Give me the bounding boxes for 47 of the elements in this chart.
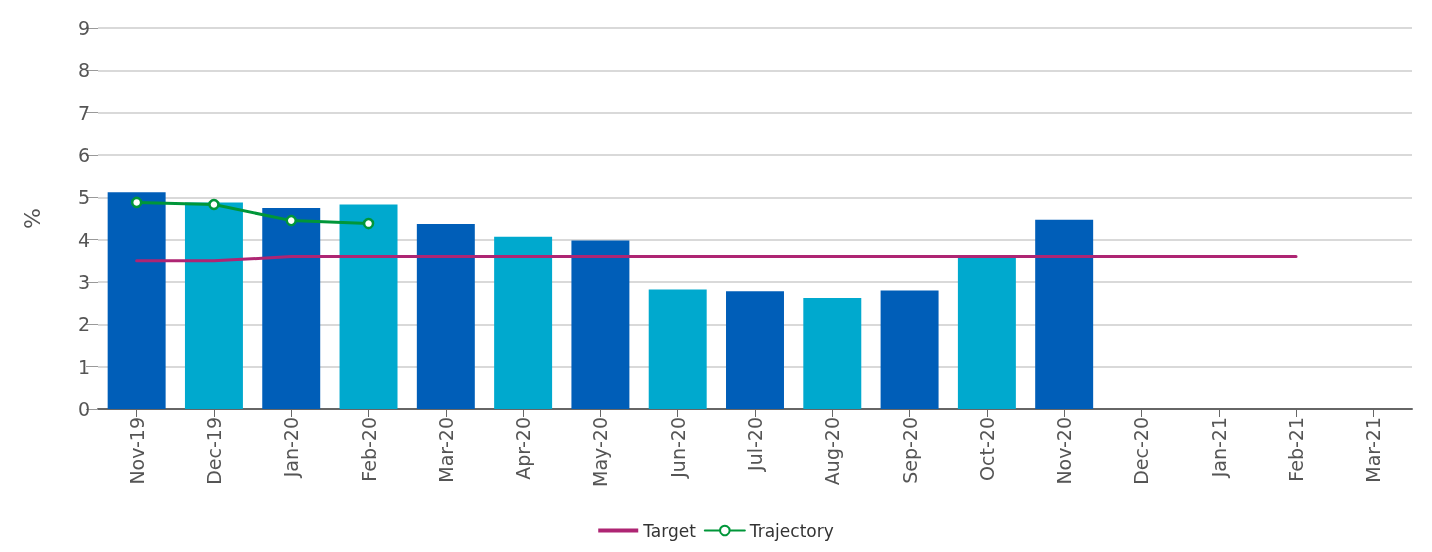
y-tick-label: 7 bbox=[77, 101, 90, 124]
bar bbox=[262, 207, 321, 409]
x-tick-label: Feb-21 bbox=[1285, 417, 1308, 482]
y-tick-label: 6 bbox=[77, 144, 90, 166]
bar bbox=[107, 192, 166, 409]
bar bbox=[726, 291, 784, 409]
x-tick-label: Mar-21 bbox=[1362, 417, 1385, 483]
x-tick-label: Nov-19 bbox=[125, 417, 148, 485]
point bbox=[130, 196, 143, 209]
point bbox=[208, 198, 220, 211]
point bbox=[362, 217, 375, 230]
y-tick-label: 5 bbox=[77, 186, 90, 209]
bar bbox=[416, 224, 475, 409]
x-tick-label: Oct-20 bbox=[975, 417, 998, 481]
x-tick-label: Dec-19 bbox=[202, 417, 225, 485]
y-tick-label: 3 bbox=[77, 271, 90, 293]
bar bbox=[339, 204, 398, 409]
bar bbox=[880, 290, 939, 409]
y-tick-label: 1 bbox=[77, 355, 90, 378]
y-tick-label: 0 bbox=[77, 398, 90, 420]
bar bbox=[494, 236, 553, 409]
bar bbox=[571, 240, 630, 409]
x-tick-label: Sep-20 bbox=[898, 417, 921, 484]
bar bbox=[957, 256, 1016, 409]
y-tick-label: 4 bbox=[77, 228, 90, 251]
x-tick-label: Aug-20 bbox=[821, 417, 844, 486]
x-tick-label: Jan-21 bbox=[1207, 417, 1230, 479]
bar bbox=[648, 289, 707, 409]
legend-label: Target bbox=[642, 520, 697, 541]
y-tick-label: 9 bbox=[77, 17, 90, 39]
x-tick-label: Jun-20 bbox=[666, 417, 689, 479]
y-tick-label: 8 bbox=[77, 59, 90, 82]
x-tick-label: Mar-20 bbox=[434, 417, 457, 483]
bar bbox=[184, 202, 243, 409]
bar bbox=[1035, 219, 1094, 409]
point bbox=[285, 214, 297, 227]
x-tick-label: Jan-20 bbox=[280, 417, 303, 479]
x-tick-label: Dec-20 bbox=[1130, 417, 1153, 485]
x-tick-label: Apr-20 bbox=[512, 417, 535, 480]
x-tick-label: May-20 bbox=[589, 417, 612, 487]
y-tick-label: 2 bbox=[77, 313, 90, 336]
bar bbox=[803, 298, 862, 409]
x-tick-label: Jul-20 bbox=[744, 417, 766, 472]
x-tick-label: Feb-20 bbox=[357, 417, 380, 482]
x-tick-label: Nov-20 bbox=[1053, 417, 1076, 485]
y-axis-title: % bbox=[19, 208, 45, 229]
legend-label: Trajectory bbox=[748, 520, 834, 541]
